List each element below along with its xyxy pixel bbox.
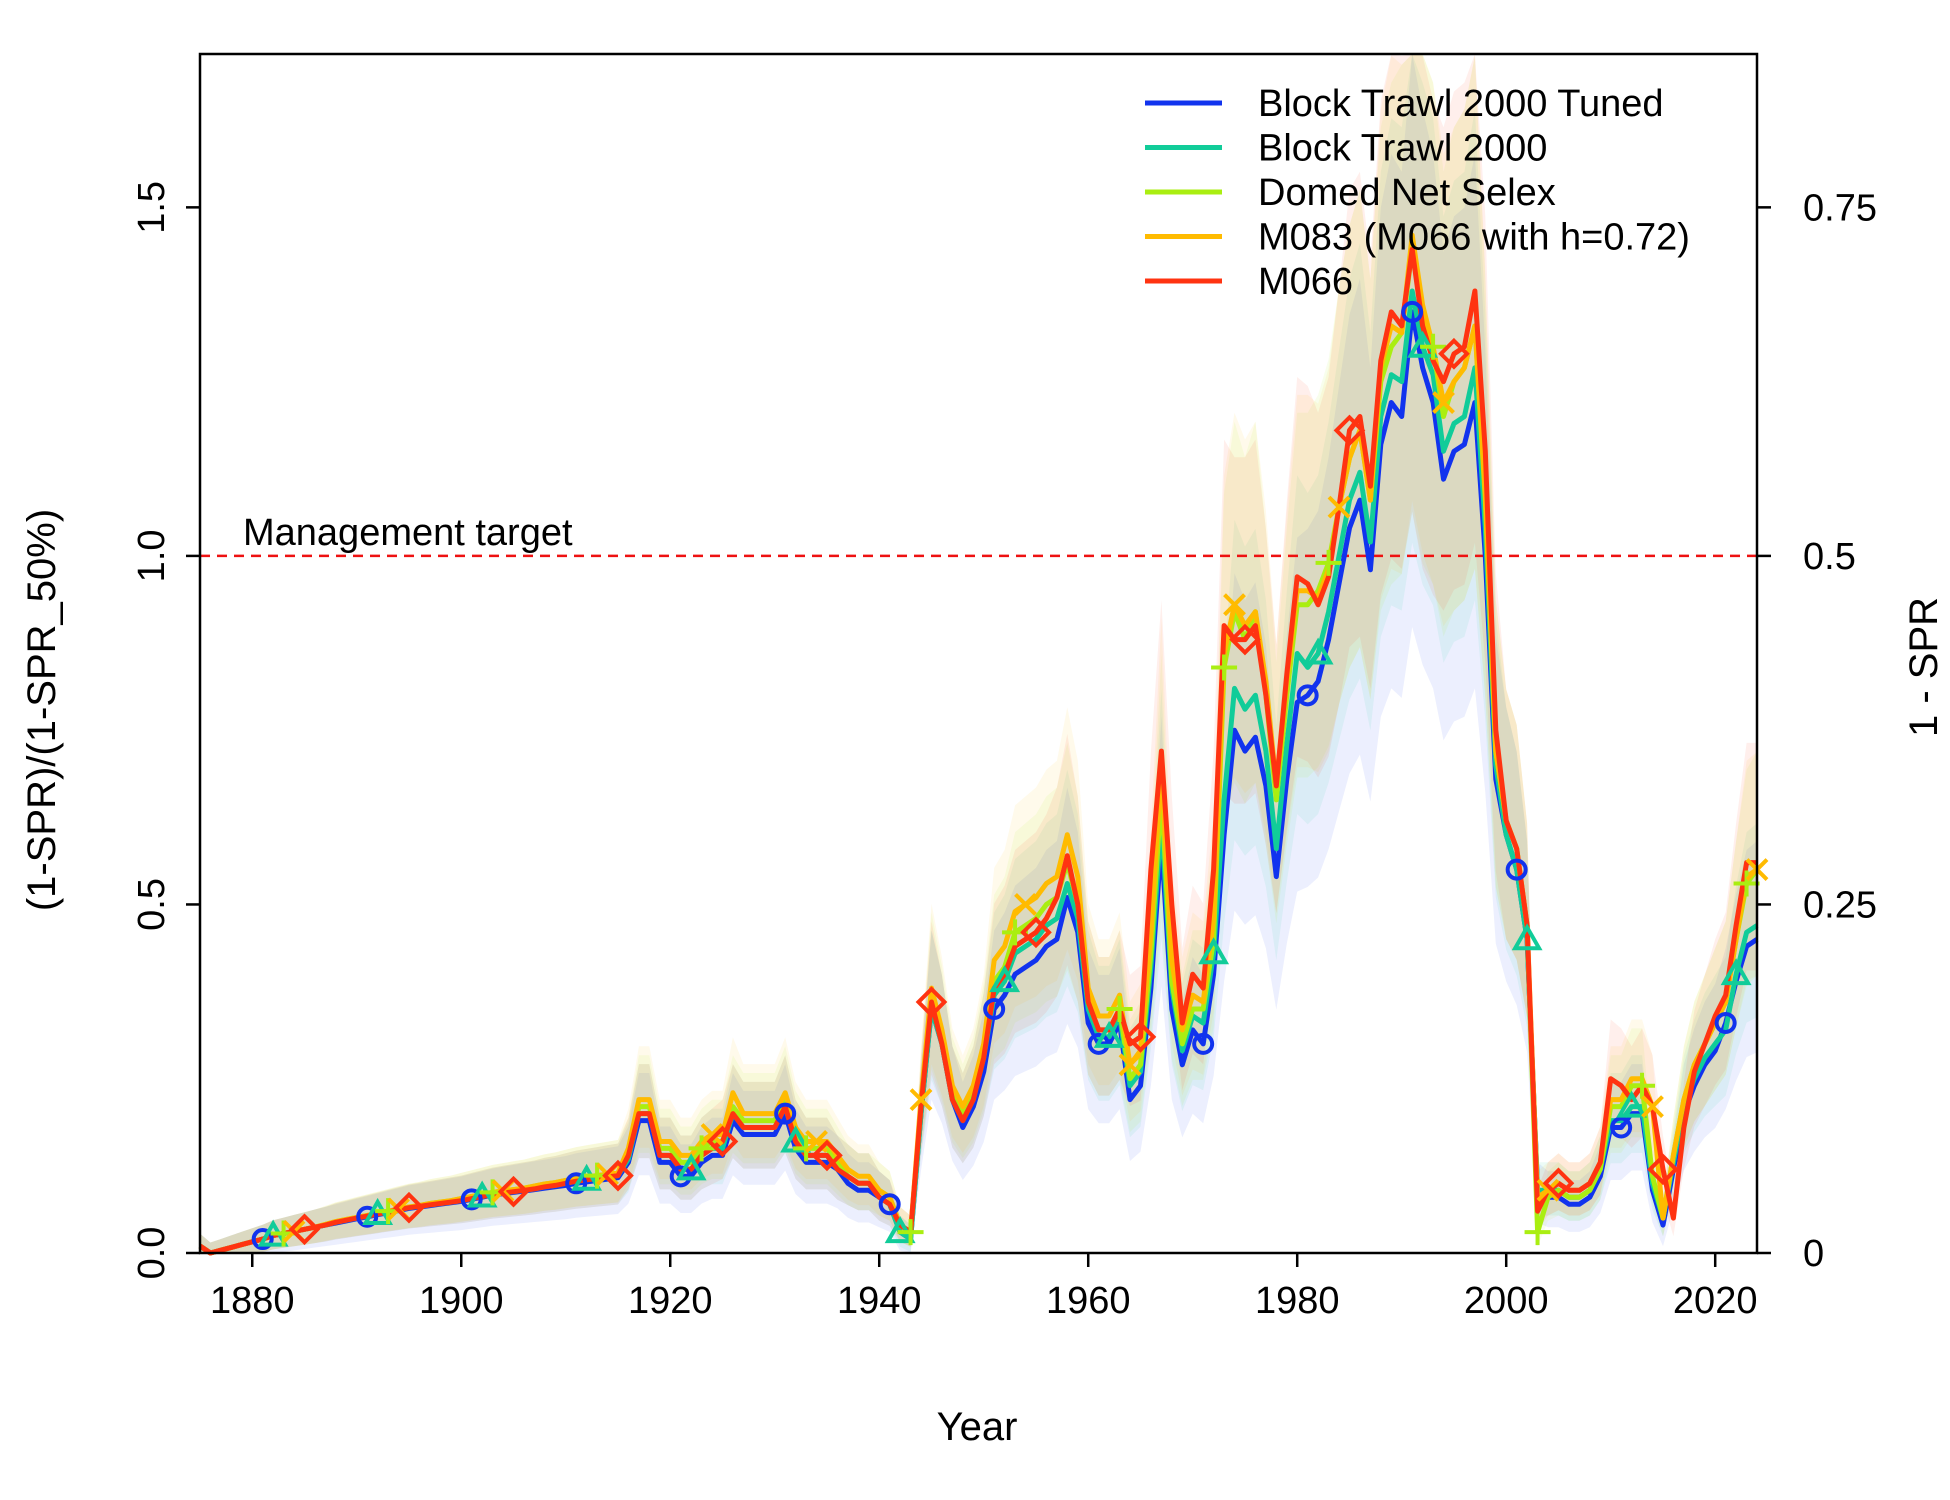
- marker-4-2005: [1542, 1167, 1575, 1200]
- marker-0-2011: [1610, 1116, 1633, 1139]
- marker-2-1983: [1315, 549, 1342, 576]
- legend-label-1: Block Trawl 2000: [1258, 128, 1547, 170]
- y-tick-label: 1.5: [131, 181, 173, 234]
- marker-2-1973: [1211, 654, 1238, 681]
- y-axis-title: (1-SPR)/(1-SPR_50%): [20, 509, 64, 911]
- marker-3-1984: [1327, 495, 1351, 519]
- uncertainty-band-0: [200, 54, 1757, 1253]
- legend-label-3: M083 (M066 with h=0.72): [1258, 217, 1690, 259]
- marker-4-1945: [915, 986, 948, 1018]
- marker-4-1955: [1020, 916, 1052, 949]
- y2-tick-label: 0.25: [1803, 884, 1877, 926]
- x-tick-label: 2020: [1673, 1280, 1758, 1322]
- marker-0-1971: [1192, 1032, 1215, 1055]
- x-tick-label: 1880: [210, 1280, 295, 1322]
- marker-0-1991: [1401, 300, 1424, 323]
- marker-0-1911: [565, 1172, 588, 1195]
- marker-2-1933: [793, 1135, 820, 1162]
- marker-1-1922: [675, 1153, 707, 1181]
- marker-1-1912: [571, 1163, 603, 1191]
- marker-3-1964: [1118, 1053, 1142, 1077]
- marker-0-1881: [251, 1228, 274, 1251]
- marker-2-1943: [897, 1219, 924, 1246]
- series-line-4: [198, 246, 1757, 1256]
- uncertainty-band-4: [200, 54, 1757, 1253]
- marker-2-1923: [688, 1135, 715, 1162]
- legend-label-2: Domed Net Selex: [1258, 172, 1556, 214]
- y-tick-label: 1.0: [131, 529, 173, 582]
- x-tick-label: 1900: [419, 1280, 504, 1322]
- marker-4-1885: [288, 1213, 321, 1246]
- marker-0-1901: [460, 1188, 483, 1211]
- marker-2-1993: [1420, 333, 1447, 360]
- y2-axis-title: 1 - SPR: [1902, 597, 1946, 737]
- marker-3-2004: [1536, 1178, 1560, 1202]
- marker-4-1965: [1124, 1021, 1157, 1053]
- marker-4-1925: [706, 1125, 739, 1158]
- uncertainty-band-1: [200, 54, 1757, 1253]
- marker-3-1974: [1223, 593, 1246, 617]
- x-axis-title: Year: [937, 1405, 1018, 1449]
- marker-1-1952: [989, 965, 1021, 993]
- marker-4-2015: [1647, 1153, 1679, 1186]
- marker-3-1994: [1432, 391, 1455, 414]
- marker-0-1981: [1296, 684, 1319, 707]
- marker-2-2013: [1629, 1072, 1656, 1099]
- x-tick-label: 1920: [628, 1280, 713, 1322]
- marker-4-1935: [811, 1139, 843, 1172]
- marker-0-1921: [669, 1165, 692, 1188]
- uncertainty-bands: [200, 54, 1757, 1253]
- marker-1-2002: [1511, 923, 1543, 951]
- x-tick-label: 1940: [837, 1280, 922, 1322]
- uncertainty-band-2: [200, 54, 1757, 1253]
- y2-tick-label: 0: [1803, 1233, 1824, 1275]
- uncertainty-band-3: [200, 54, 1757, 1253]
- marker-4-1905: [497, 1175, 530, 1208]
- marker-4-1995: [1438, 337, 1470, 370]
- marker-2-1963: [1106, 996, 1133, 1023]
- marker-0-1931: [774, 1102, 797, 1125]
- marker-0-1891: [356, 1205, 379, 1228]
- legend-label-4: M066: [1258, 261, 1353, 303]
- legend-label-0: Block Trawl 2000 Tuned: [1258, 83, 1664, 125]
- series-markers: [251, 300, 1769, 1251]
- x-axis: 1880 1900 1920 1940 1960 1980 2000 2020: [210, 1253, 1757, 1322]
- y2-tick-label: 0.75: [1803, 187, 1877, 229]
- x-tick-label: 1980: [1255, 1280, 1340, 1322]
- x-tick-label: 2000: [1464, 1280, 1549, 1322]
- marker-0-2021: [1714, 1011, 1737, 1034]
- marker-2-2003: [1524, 1219, 1551, 1246]
- marker-3-1924: [700, 1123, 724, 1146]
- marker-3-1954: [1014, 893, 1037, 916]
- series-lines: [198, 232, 1760, 1256]
- marker-1-1982: [1302, 637, 1334, 665]
- marker-1-1962: [1093, 1020, 1125, 1048]
- marker-4-1975: [1229, 623, 1261, 656]
- y2-tick-label: 0.5: [1803, 536, 1856, 578]
- marker-4-1915: [602, 1159, 634, 1192]
- marker-4-1985: [1333, 414, 1366, 447]
- marker-2-2023: [1733, 870, 1760, 897]
- y-axis-right: 0 0.25 0.5 0.75: [1757, 187, 1877, 1275]
- marker-1-2022: [1720, 958, 1752, 986]
- marker-1-2012: [1616, 1090, 1648, 1118]
- marker-4-1895: [393, 1191, 425, 1224]
- marker-0-1961: [1087, 1032, 1110, 1055]
- marker-3-2014: [1641, 1095, 1664, 1119]
- marker-1-1972: [1198, 937, 1230, 965]
- marker-3-1944: [909, 1088, 933, 1112]
- management-target-label: Management target: [243, 512, 573, 554]
- marker-0-1951: [983, 998, 1006, 1021]
- y-tick-label: 0.0: [131, 1227, 173, 1280]
- marker-1-1902: [466, 1180, 498, 1208]
- plot-frame: [198, 52, 1759, 1255]
- y-axis-left: 0.0 0.5 1.0 1.5: [131, 181, 200, 1279]
- marker-1-1932: [780, 1125, 812, 1153]
- y-tick-label: 0.5: [131, 878, 173, 931]
- marker-0-2001: [1505, 858, 1528, 881]
- marker-0-1941: [878, 1193, 901, 1216]
- x-tick-label: 1960: [1046, 1280, 1131, 1322]
